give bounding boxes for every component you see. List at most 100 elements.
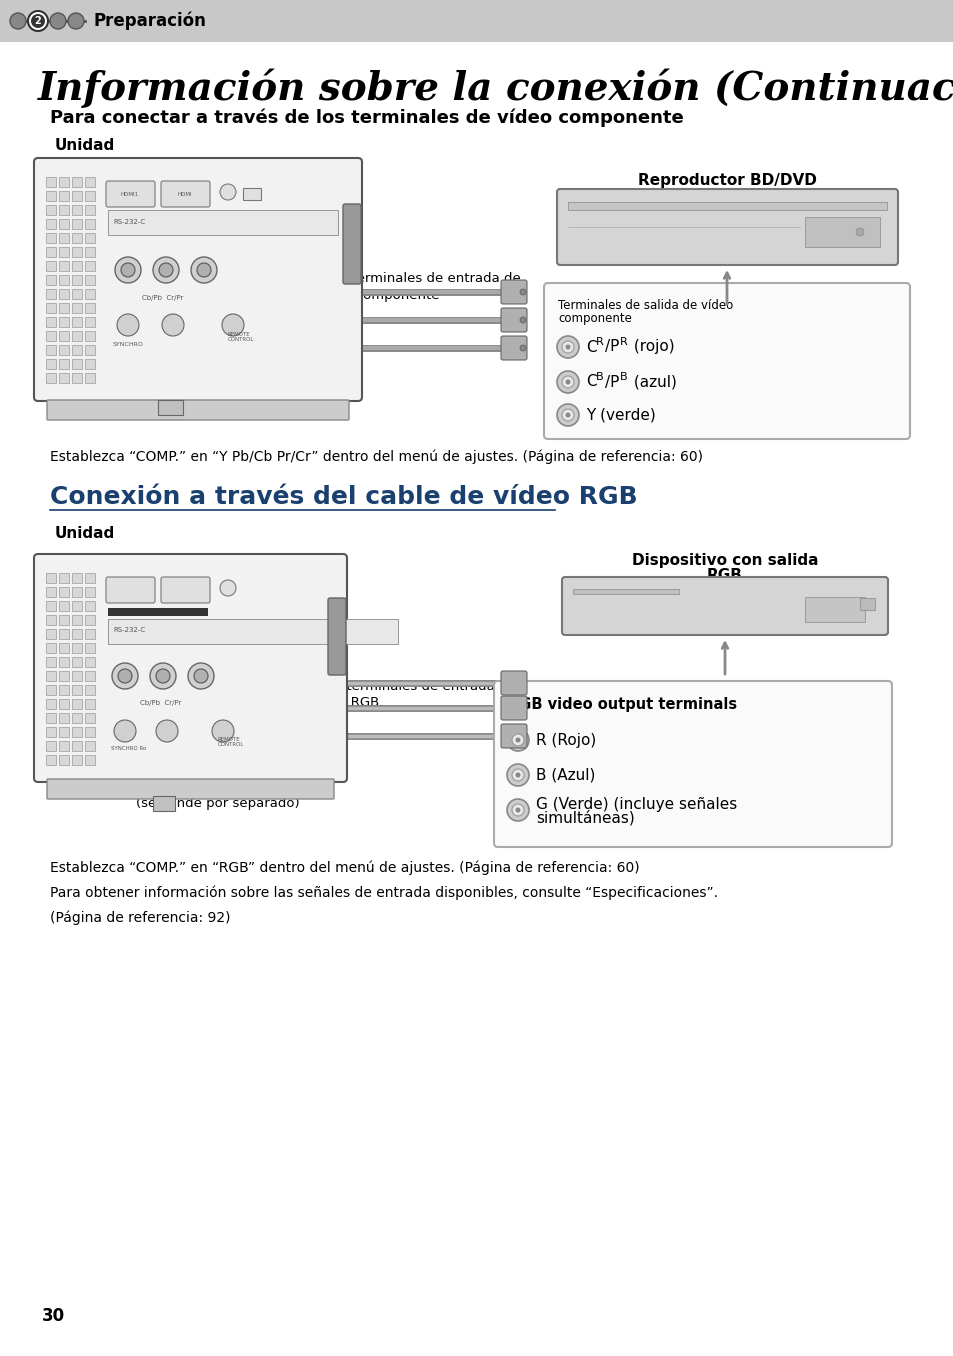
Text: A los terminales de entrada de: A los terminales de entrada de — [310, 679, 516, 693]
Text: HDMI: HDMI — [177, 191, 193, 197]
Circle shape — [220, 580, 235, 597]
Bar — [46, 629, 56, 639]
Bar — [85, 247, 95, 258]
FancyBboxPatch shape — [543, 283, 909, 439]
Bar — [59, 317, 69, 327]
Circle shape — [561, 340, 574, 353]
Bar — [46, 587, 56, 597]
Text: R (Rojo): R (Rojo) — [536, 732, 596, 747]
Bar — [85, 713, 95, 723]
Text: B (Azul): B (Azul) — [536, 767, 595, 782]
FancyBboxPatch shape — [47, 400, 349, 420]
Circle shape — [506, 730, 529, 751]
Bar — [59, 275, 69, 285]
Bar — [59, 247, 69, 258]
Circle shape — [565, 380, 570, 385]
Bar — [85, 727, 95, 738]
Text: C: C — [585, 339, 596, 354]
Bar — [59, 685, 69, 696]
Bar — [59, 587, 69, 597]
Text: /P: /P — [604, 339, 618, 354]
Bar — [71, 317, 82, 327]
Circle shape — [519, 344, 525, 351]
Bar — [59, 233, 69, 243]
Circle shape — [512, 734, 523, 746]
Text: Para conectar a través de los terminales de vídeo componente: Para conectar a través de los terminales… — [50, 108, 683, 127]
Bar — [59, 205, 69, 216]
Circle shape — [557, 372, 578, 393]
Circle shape — [50, 14, 66, 28]
Text: (rojo): (rojo) — [628, 339, 674, 354]
Bar — [59, 713, 69, 723]
Bar — [59, 302, 69, 313]
Text: B: B — [596, 372, 603, 382]
FancyBboxPatch shape — [106, 180, 154, 207]
Text: Cb/Pb  Cr/Pr: Cb/Pb Cr/Pr — [142, 296, 184, 301]
Bar — [46, 302, 56, 313]
Bar — [59, 331, 69, 340]
Bar — [85, 359, 95, 369]
Text: REMOTE
CONTROL: REMOTE CONTROL — [228, 332, 254, 343]
Text: Cb/Pb  Cr/Pr: Cb/Pb Cr/Pr — [140, 700, 181, 706]
Text: 2: 2 — [34, 16, 41, 26]
Bar — [59, 289, 69, 300]
Circle shape — [519, 289, 525, 296]
FancyBboxPatch shape — [106, 578, 154, 603]
Bar — [152, 796, 174, 811]
Text: SYNCHRO Ro: SYNCHRO Ro — [111, 747, 146, 751]
Circle shape — [220, 184, 235, 199]
Bar — [46, 178, 56, 187]
Text: RS-232-C: RS-232-C — [112, 220, 145, 225]
Circle shape — [159, 263, 172, 277]
Text: (Página de referencia: 92): (Página de referencia: 92) — [50, 911, 231, 925]
Circle shape — [506, 799, 529, 820]
Circle shape — [557, 336, 578, 358]
Text: Terminales de salida de vídeo: Terminales de salida de vídeo — [558, 300, 733, 312]
Bar — [158, 400, 183, 415]
Bar — [71, 601, 82, 612]
Bar — [59, 643, 69, 654]
Text: Preparación: Preparación — [94, 12, 207, 30]
Circle shape — [193, 669, 208, 683]
FancyBboxPatch shape — [108, 210, 337, 235]
Bar — [59, 220, 69, 229]
Bar — [46, 344, 56, 355]
Bar — [85, 671, 95, 681]
Bar — [71, 755, 82, 765]
Bar — [46, 359, 56, 369]
Circle shape — [191, 258, 216, 283]
Bar — [85, 685, 95, 696]
Text: /P: /P — [604, 374, 618, 389]
FancyBboxPatch shape — [500, 671, 526, 696]
Bar — [85, 317, 95, 327]
Bar — [46, 671, 56, 681]
Text: R: R — [596, 338, 603, 347]
Circle shape — [515, 773, 520, 777]
Text: Cable de vídeo componente: Cable de vídeo componente — [132, 378, 318, 392]
Circle shape — [68, 14, 84, 28]
Circle shape — [506, 763, 529, 786]
Circle shape — [115, 258, 141, 283]
Bar — [59, 740, 69, 751]
FancyBboxPatch shape — [161, 578, 210, 603]
Text: Y (verde): Y (verde) — [585, 408, 655, 423]
Text: REMOTE
CONTROL: REMOTE CONTROL — [218, 736, 244, 747]
Bar — [59, 260, 69, 271]
Bar — [85, 574, 95, 583]
Bar — [46, 317, 56, 327]
Text: SYNCHRO: SYNCHRO — [112, 343, 144, 347]
Bar — [71, 191, 82, 201]
Bar — [71, 205, 82, 216]
Text: Reproductor BD/DVD: Reproductor BD/DVD — [637, 172, 816, 187]
FancyBboxPatch shape — [561, 578, 887, 635]
Bar — [85, 373, 95, 382]
Bar — [85, 616, 95, 625]
Bar — [71, 713, 82, 723]
Circle shape — [196, 263, 211, 277]
Bar — [59, 601, 69, 612]
Bar — [85, 260, 95, 271]
Bar — [71, 178, 82, 187]
Bar — [85, 331, 95, 340]
Circle shape — [561, 410, 574, 420]
Bar — [71, 275, 82, 285]
